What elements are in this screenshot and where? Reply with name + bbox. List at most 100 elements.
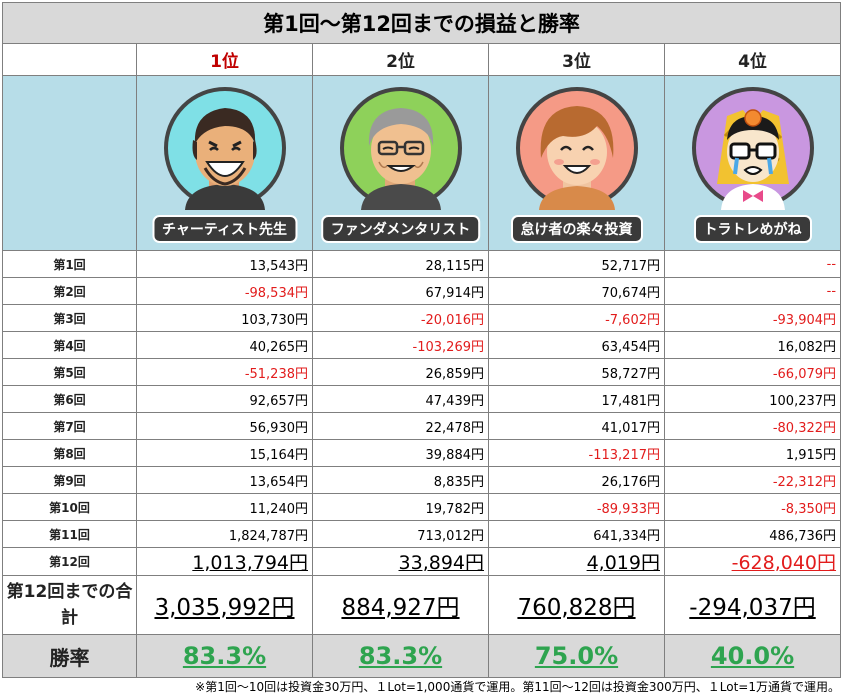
pnl-cell: -8,350円	[663, 493, 842, 521]
table-title: 第1回～第12回までの損益と勝率	[1, 2, 842, 44]
pnl-cell: 1,013,794円	[136, 547, 313, 576]
table-row: 第5回 -51,238円 26,859円 58,727円 -66,079円	[2, 358, 842, 386]
pnl-cell: 47,439円	[312, 385, 489, 413]
man-gray-hair-glasses-avatar-icon	[339, 87, 462, 210]
table-row: 第6回 92,657円 47,439円 17,481円 100,237円	[2, 385, 842, 413]
win-rate-value-cell: 83.3%	[312, 634, 489, 678]
pnl-value: 713,012円	[417, 528, 484, 544]
pnl-cell: -22,312円	[663, 466, 842, 494]
footnote: ※第1回～10回は投資金30万円、１Lot=1,000通貨で運用。第11回～12…	[195, 680, 840, 694]
pnl-value: 63,454円	[601, 339, 661, 355]
pnl-value: 92,657円	[249, 393, 309, 409]
pnl-cell: 19,782円	[312, 493, 489, 521]
pnl-value: -80,322円	[772, 420, 837, 436]
pnl-value: --	[826, 283, 837, 299]
pnl-value: 15,164円	[249, 447, 309, 463]
round-label: 第5回	[2, 358, 137, 386]
rank-3-header: 3位	[488, 43, 665, 76]
table-row: 第3回 103,730円 -20,016円 -7,602円 -93,904円	[2, 304, 842, 332]
pnl-cell: -7,602円	[488, 304, 665, 332]
pnl-cell: 63,454円	[488, 331, 665, 359]
pnl-value: 41,017円	[601, 420, 661, 436]
pnl-value: 11,240円	[249, 501, 309, 517]
table-row: 第8回 15,164円 39,884円 -113,217円 1,915円	[2, 439, 842, 467]
pnl-value: 4,019円	[586, 552, 660, 574]
trader-2-cell: ファンダメンタリスト	[312, 75, 489, 251]
pnl-value: 1,915円	[785, 447, 837, 463]
pnl-value: 16,082円	[777, 339, 837, 355]
pnl-value: -20,016円	[420, 312, 484, 328]
round-label: 第6回	[2, 385, 137, 413]
win-rate-value: 75.0%	[534, 642, 619, 670]
rank-2-header: 2位	[312, 43, 489, 76]
pnl-value: 40,265円	[249, 339, 309, 355]
corner-cell	[2, 43, 137, 76]
win-rate-value-cell: 40.0%	[663, 634, 842, 678]
pnl-value: -22,312円	[772, 474, 837, 490]
pnl-value: 56,930円	[249, 420, 309, 436]
round-label: 第10回	[2, 493, 137, 521]
pnl-cell: 58,727円	[488, 358, 665, 386]
man-dark-hair-grinning-avatar-icon	[163, 87, 286, 210]
trader-4-cell: トラトレめがね	[663, 75, 842, 251]
pnl-cell: 1,915円	[663, 439, 842, 467]
pnl-value: 22,478円	[425, 420, 485, 436]
pnl-cell: 28,115円	[312, 250, 489, 278]
pnl-cell: -51,238円	[136, 358, 313, 386]
pnl-cell: 13,543円	[136, 250, 313, 278]
win-rate-value: 40.0%	[710, 642, 795, 670]
pnl-value: 1,013,794円	[192, 552, 308, 574]
pnl-value: 33,894円	[398, 552, 484, 574]
pnl-cell: 4,019円	[488, 547, 665, 576]
pnl-value: 1,824,787円	[228, 528, 308, 544]
round-label: 第2回	[2, 277, 137, 305]
trader-3-cell: 怠け者の楽々投資	[488, 75, 665, 251]
pnl-value: 486,736円	[769, 528, 837, 544]
table-row: 第12回 1,013,794円 33,894円 4,019円 -628,040円	[2, 547, 842, 576]
table-row: 第1回 13,543円 28,115円 52,717円 --	[2, 250, 842, 278]
pnl-cell: 13,654円	[136, 466, 313, 494]
pnl-cell: 92,657円	[136, 385, 313, 413]
pnl-cell: 103,730円	[136, 304, 313, 332]
win-rate-value-cell: 75.0%	[488, 634, 665, 678]
pnl-cell: 70,674円	[488, 277, 665, 305]
total-value: 884,927円	[341, 595, 460, 621]
pnl-value: 70,674円	[601, 285, 661, 301]
pnl-cell: -98,534円	[136, 277, 313, 305]
pnl-value: -66,079円	[772, 366, 837, 382]
pnl-cell: --	[663, 277, 842, 305]
pnl-value: -8,350円	[781, 501, 837, 517]
round-label: 第12回	[2, 547, 137, 576]
pnl-cell: -103,269円	[312, 331, 489, 359]
pnl-value: 641,334円	[593, 528, 660, 544]
pnl-value: 17,481円	[601, 393, 661, 409]
pnl-table: 第1回～第12回までの損益と勝率 1位 2位 3位 4位	[1, 2, 842, 678]
trader-2-name: ファンダメンタリスト	[320, 215, 481, 243]
round-label: 第1回	[2, 250, 137, 278]
pnl-value: 13,543円	[249, 258, 309, 274]
pnl-value: 100,237円	[769, 393, 837, 409]
pnl-value: 28,115円	[425, 258, 485, 274]
total-value-cell: -294,037円	[663, 575, 842, 635]
pnl-cell: 40,265円	[136, 331, 313, 359]
brown-hair-smiling-avatar-icon	[515, 87, 638, 210]
win-rate-value: 83.3%	[182, 642, 267, 670]
pnl-cell: 26,176円	[488, 466, 665, 494]
table-row: 第10回 11,240円 19,782円 -89,933円 -8,350円	[2, 493, 842, 521]
pnl-cell: 56,930円	[136, 412, 313, 440]
crying-glasses-character-avatar-icon	[691, 87, 814, 210]
pnl-value: -113,217円	[588, 447, 660, 463]
total-value-cell: 3,035,992円	[136, 575, 313, 635]
pnl-cell: --	[663, 250, 842, 278]
pnl-cell: 1,824,787円	[136, 520, 313, 548]
pnl-cell: -20,016円	[312, 304, 489, 332]
pnl-value: 52,717円	[601, 258, 661, 274]
total-value: 760,828円	[517, 595, 636, 621]
pnl-cell: 15,164円	[136, 439, 313, 467]
round-label: 第7回	[2, 412, 137, 440]
pnl-value: 13,654円	[249, 474, 309, 490]
table-row: 第4回 40,265円 -103,269円 63,454円 16,082円	[2, 331, 842, 359]
pnl-value: -51,238円	[244, 366, 308, 382]
pnl-value: -103,269円	[412, 339, 484, 355]
round-label: 第11回	[2, 520, 137, 548]
